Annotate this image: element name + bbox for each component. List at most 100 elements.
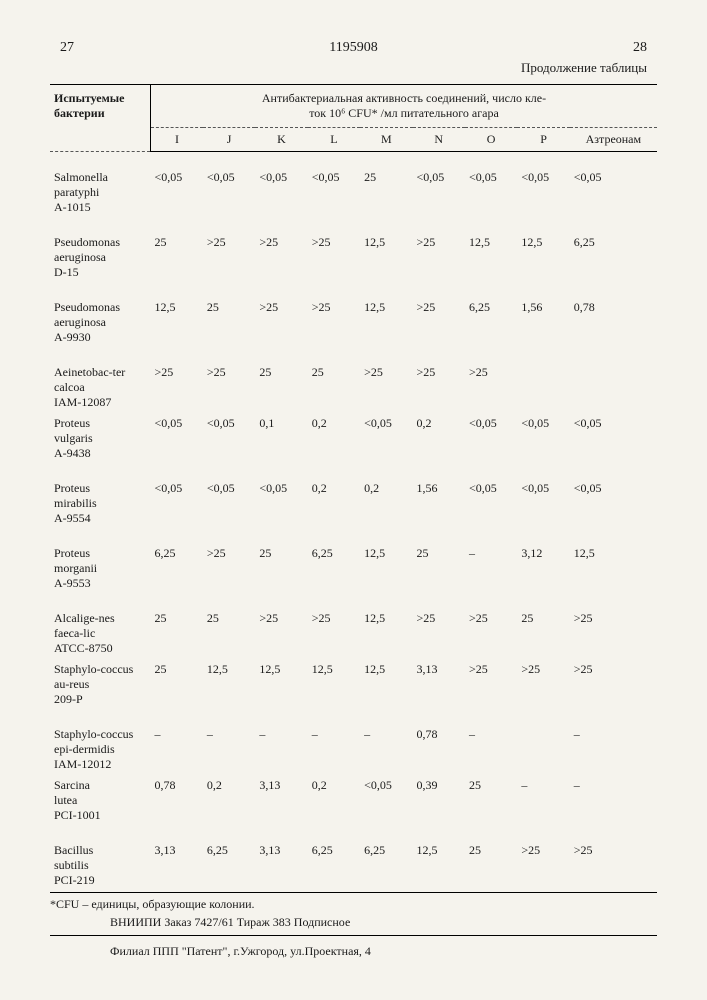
bacteria-name: BacillussubtilisPCI-219: [50, 825, 151, 893]
cell-value: 12,5: [360, 217, 412, 282]
col-P: P: [517, 128, 569, 152]
cell-value: <0,05: [517, 412, 569, 463]
col-Азтреонам: Азтреонам: [570, 128, 657, 152]
cell-value: –: [517, 774, 569, 825]
cell-value: >25: [255, 217, 307, 282]
cell-value: 0,2: [413, 412, 465, 463]
cell-value: 0,2: [203, 774, 255, 825]
col-I: I: [151, 128, 203, 152]
cell-value: >25: [255, 593, 307, 658]
cell-value: 3,13: [255, 825, 307, 893]
cell-value: >25: [151, 347, 203, 412]
cell-value: 1,56: [413, 463, 465, 528]
cell-value: 0,78: [413, 709, 465, 774]
cell-value: 12,5: [151, 282, 203, 347]
cell-value: 12,5: [255, 658, 307, 709]
cell-value: >25: [570, 593, 657, 658]
cell-value: –: [570, 774, 657, 825]
cell-value: –: [465, 528, 517, 593]
cell-value: 6,25: [203, 825, 255, 893]
table-row: Alcalige-nesfaeca-licATCC-87502525>25>25…: [50, 593, 657, 658]
table-main-title: Антибактериальная активность соединений,…: [151, 85, 658, 128]
cell-value: 0,2: [308, 774, 360, 825]
cell-value: 6,25: [465, 282, 517, 347]
page-right: 28: [633, 40, 647, 56]
cell-value: 12,5: [465, 217, 517, 282]
cell-value: 12,5: [360, 593, 412, 658]
footnote-line3: Филиал ППП "Патент", г.Ужгород, ул.Проек…: [50, 936, 657, 960]
table-row: PseudomonasaeruginosaA-993012,525>25>251…: [50, 282, 657, 347]
doc-number: 1195908: [329, 40, 377, 56]
bacteria-name: ProteusvulgarisA-9438: [50, 412, 151, 463]
cell-value: –: [151, 709, 203, 774]
cell-value: 25: [203, 593, 255, 658]
cell-value: >25: [413, 217, 465, 282]
cell-value: 6,25: [360, 825, 412, 893]
cell-value: [517, 709, 569, 774]
cell-value: >25: [203, 217, 255, 282]
cell-value: [517, 347, 569, 412]
cell-value: 25: [203, 282, 255, 347]
footnote-line2: ВНИИПИ Заказ 7427/61 Тираж 383 Подписное: [50, 913, 657, 936]
cell-value: >25: [308, 593, 360, 658]
cell-value: <0,05: [570, 152, 657, 218]
cell-value: 0,2: [308, 463, 360, 528]
cell-value: <0,05: [517, 463, 569, 528]
cell-value: <0,05: [570, 463, 657, 528]
cell-value: >25: [517, 658, 569, 709]
cell-value: 25: [517, 593, 569, 658]
cell-value: –: [570, 709, 657, 774]
cell-value: >25: [255, 282, 307, 347]
cell-value: >25: [308, 282, 360, 347]
cell-value: >25: [413, 593, 465, 658]
activity-table: Испытуемые бактерии Антибактериальная ак…: [50, 84, 657, 893]
cell-value: 1,56: [517, 282, 569, 347]
col-N: N: [413, 128, 465, 152]
cell-value: 25: [308, 347, 360, 412]
cell-value: 3,13: [413, 658, 465, 709]
row-header-label: Испытуемые бактерии: [50, 85, 151, 152]
cell-value: 25: [360, 152, 412, 218]
cell-value: 3,13: [151, 825, 203, 893]
cell-value: 12,5: [360, 282, 412, 347]
bacteria-name: Alcalige-nesfaeca-licATCC-8750: [50, 593, 151, 658]
table-row: Staphylo-coccusau-reus209-P2512,512,512,…: [50, 658, 657, 709]
table-row: Aeinetobac-tercalcoaIAM-12087>25>252525>…: [50, 347, 657, 412]
cell-value: <0,05: [203, 463, 255, 528]
table-row: ProteusvulgarisA-9438<0,05<0,050,10,2<0,…: [50, 412, 657, 463]
cell-value: 0,39: [413, 774, 465, 825]
cell-value: 12,5: [203, 658, 255, 709]
cell-value: 3,12: [517, 528, 569, 593]
cell-value: 6,25: [570, 217, 657, 282]
col-J: J: [203, 128, 255, 152]
table-row: ProteusmirabilisA-9554<0,05<0,05<0,050,2…: [50, 463, 657, 528]
cell-value: <0,05: [570, 412, 657, 463]
continuation-label: Продолжение таблицы: [50, 60, 657, 76]
cell-value: >25: [465, 347, 517, 412]
cell-value: >25: [203, 528, 255, 593]
cell-value: [570, 347, 657, 412]
cell-value: <0,05: [203, 152, 255, 218]
cell-value: >25: [570, 825, 657, 893]
cell-value: 25: [151, 593, 203, 658]
cell-value: >25: [413, 282, 465, 347]
cell-value: 12,5: [308, 658, 360, 709]
cell-value: <0,05: [360, 774, 412, 825]
footnote-line1: *CFU – единицы, образующие колонии.: [50, 895, 657, 913]
cell-value: 0,1: [255, 412, 307, 463]
table-row: SarcinaluteaPCI-10010,780,23,130,2<0,050…: [50, 774, 657, 825]
page-header: 27 1195908 28: [50, 40, 657, 56]
cell-value: >25: [308, 217, 360, 282]
table-row: PseudomonasaeruginosaD-1525>25>25>2512,5…: [50, 217, 657, 282]
cell-value: <0,05: [151, 463, 203, 528]
cell-value: –: [465, 709, 517, 774]
cell-value: 25: [255, 528, 307, 593]
bacteria-name: ProteusmorganiiA-9553: [50, 528, 151, 593]
cell-value: 0,2: [360, 463, 412, 528]
col-O: O: [465, 128, 517, 152]
cell-value: 6,25: [308, 528, 360, 593]
cell-value: 12,5: [360, 528, 412, 593]
cell-value: >25: [360, 347, 412, 412]
cell-value: >25: [203, 347, 255, 412]
cell-value: –: [203, 709, 255, 774]
